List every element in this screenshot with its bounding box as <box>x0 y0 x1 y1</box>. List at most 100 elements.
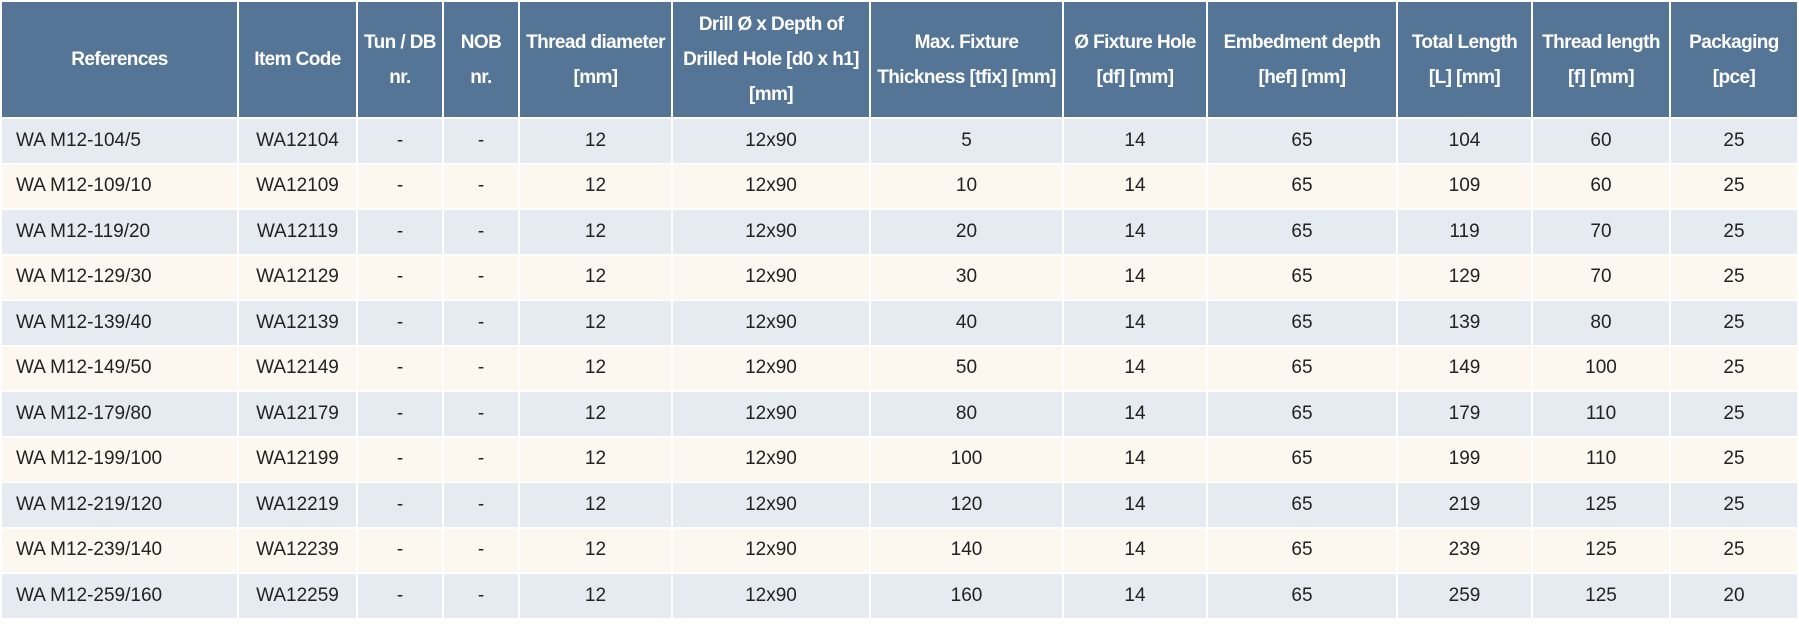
table-cell: - <box>356 572 444 620</box>
product-table: References Item Code Tun / DB nr. NOB nr. Th… <box>0 0 1799 620</box>
table-cell: - <box>442 435 520 483</box>
table-cell: 140 <box>869 526 1064 574</box>
table-cell: - <box>356 162 444 210</box>
table-cell: 14 <box>1062 481 1208 529</box>
table-cell: 14 <box>1062 117 1208 165</box>
table-cell: 12x90 <box>671 390 871 438</box>
table-cell: WA M12-139/40 <box>0 299 239 347</box>
table-cell: 12 <box>518 117 673 165</box>
table-cell: 14 <box>1062 299 1208 347</box>
table-cell: WA M12-219/120 <box>0 481 239 529</box>
header-cell: Tun / DB nr. <box>356 0 444 119</box>
table-cell: - <box>356 481 444 529</box>
table-cell: 12x90 <box>671 344 871 392</box>
table-cell: 14 <box>1062 390 1208 438</box>
table-cell: 65 <box>1206 344 1398 392</box>
table-cell: 12x90 <box>671 435 871 483</box>
table-cell: 12 <box>518 344 673 392</box>
table-cell: WA12109 <box>237 162 358 210</box>
table-cell: 12 <box>518 162 673 210</box>
table-cell: 25 <box>1669 117 1799 165</box>
table-cell: 14 <box>1062 208 1208 256</box>
table-cell: WA12119 <box>237 208 358 256</box>
table-cell: WA M12-259/160 <box>0 572 239 620</box>
table-cell: 129 <box>1396 253 1533 301</box>
table-cell: 30 <box>869 253 1064 301</box>
table-cell: 12x90 <box>671 481 871 529</box>
table-cell: 70 <box>1531 208 1671 256</box>
table-cell: 70 <box>1531 253 1671 301</box>
table-cell: WA12179 <box>237 390 358 438</box>
table-cell: 125 <box>1531 481 1671 529</box>
table-row: WA M12-119/20 WA12119- -12 12x90 20 14 65 119 70… <box>0 208 1799 256</box>
table-cell: 65 <box>1206 117 1398 165</box>
table-cell: 12 <box>518 526 673 574</box>
table-row: WA M12-259/160 WA12259- -12 12x90 160 14 65 259… <box>0 572 1799 620</box>
table-cell: 14 <box>1062 162 1208 210</box>
table-cell: WA12199 <box>237 435 358 483</box>
table-row: WA M12-139/40 WA12139- -12 12x90 40 14 65 139 80… <box>0 299 1799 347</box>
table-cell: WA12129 <box>237 253 358 301</box>
table-cell: 12 <box>518 435 673 483</box>
header-cell: Packaging [pce] <box>1669 0 1799 119</box>
table-cell: 10 <box>869 162 1064 210</box>
table-cell: 65 <box>1206 253 1398 301</box>
table-row: WA M12-219/120 WA12219- -12 12x90 120 14 65 219… <box>0 481 1799 529</box>
table-cell: WA12149 <box>237 344 358 392</box>
table-cell: WA M12-119/20 <box>0 208 239 256</box>
table-cell: 12 <box>518 481 673 529</box>
table-cell: WA M12-179/80 <box>0 390 239 438</box>
table-cell: 25 <box>1669 344 1799 392</box>
table-cell: WA M12-104/5 <box>0 117 239 165</box>
table-cell: 5 <box>869 117 1064 165</box>
table-cell: 65 <box>1206 435 1398 483</box>
table-cell: - <box>442 344 520 392</box>
table-cell: - <box>356 253 444 301</box>
table-cell: 12 <box>518 253 673 301</box>
table-cell: - <box>442 208 520 256</box>
table-cell: 125 <box>1531 526 1671 574</box>
table-cell: 110 <box>1531 435 1671 483</box>
table-cell: - <box>442 117 520 165</box>
table-cell: WA12104 <box>237 117 358 165</box>
table-head: References Item Code Tun / DB nr. NOB nr. Th… <box>0 0 1799 119</box>
table-cell: 25 <box>1669 435 1799 483</box>
table-cell: 12 <box>518 208 673 256</box>
table-cell: - <box>442 481 520 529</box>
table-cell: 12x90 <box>671 117 871 165</box>
table-cell: - <box>356 299 444 347</box>
table-cell: 65 <box>1206 572 1398 620</box>
table-cell: WA M12-109/10 <box>0 162 239 210</box>
table-cell: 12x90 <box>671 162 871 210</box>
table-cell: 219 <box>1396 481 1533 529</box>
header-cell: Drill Ø x Depth of Drilled Hole [d0 x h1… <box>671 0 871 119</box>
table-cell: 25 <box>1669 162 1799 210</box>
table-cell: 149 <box>1396 344 1533 392</box>
table-cell: 110 <box>1531 390 1671 438</box>
table-cell: 80 <box>1531 299 1671 347</box>
table-cell: WA12259 <box>237 572 358 620</box>
table-cell: 12x90 <box>671 572 871 620</box>
table-cell: - <box>442 253 520 301</box>
table-cell: - <box>442 526 520 574</box>
table-cell: 40 <box>869 299 1064 347</box>
table-cell: 65 <box>1206 481 1398 529</box>
table-row: WA M12-129/30 WA12129- -12 12x90 30 14 65 129 70… <box>0 253 1799 301</box>
table-cell: 120 <box>869 481 1064 529</box>
table-cell: 65 <box>1206 162 1398 210</box>
table-row: WA M12-149/50 WA12149- -12 12x90 50 14 65 149 10… <box>0 344 1799 392</box>
table-cell: 104 <box>1396 117 1533 165</box>
table-cell: 65 <box>1206 208 1398 256</box>
table-cell: 14 <box>1062 526 1208 574</box>
table-cell: 20 <box>1669 572 1799 620</box>
table-cell: WA M12-239/140 <box>0 526 239 574</box>
table-cell: 65 <box>1206 390 1398 438</box>
header-cell: References <box>0 0 239 119</box>
table-cell: - <box>442 299 520 347</box>
table-cell: 14 <box>1062 253 1208 301</box>
table-cell: 12x90 <box>671 526 871 574</box>
table-cell: 259 <box>1396 572 1533 620</box>
table-cell: WA M12-199/100 <box>0 435 239 483</box>
table-cell: 125 <box>1531 572 1671 620</box>
table-row: WA M12-179/80 WA12179- -12 12x90 80 14 65 179 11… <box>0 390 1799 438</box>
